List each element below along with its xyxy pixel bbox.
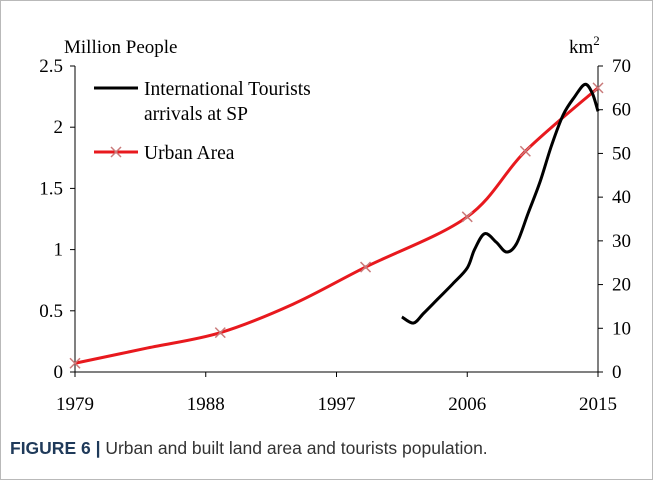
y-right-tick-label: 60: [612, 100, 631, 121]
figure-caption: FIGURE 6 | Urban and built land area and…: [10, 438, 488, 459]
y-right-tick-label: 10: [612, 318, 631, 339]
x-tick-label: 1997: [318, 394, 356, 415]
legend-label-tourists-line2: arrivals at SP: [144, 104, 248, 125]
caption-text: Urban and built land area and tourists p…: [100, 438, 488, 458]
y-right-tick-label: 50: [612, 143, 631, 164]
urban-area-marker: [592, 82, 604, 94]
legend: International Tourists arrivals at SP Ur…: [94, 79, 311, 164]
chart: Million People km2 0 0.5 1 1.5 2 2.5 0 10 20 30 4…: [39, 33, 631, 415]
y-left-tick-label: 2.5: [39, 56, 63, 77]
y-right-tick-label: 70: [612, 56, 631, 77]
x-tick-label: 2006: [448, 394, 486, 415]
x-ticks: 1979 1988 1997 2006 2015: [56, 372, 617, 415]
legend-marker-urban: [110, 146, 122, 158]
y-right-tick-label: 20: [612, 275, 631, 296]
y-left-tick-label: 1.5: [39, 178, 63, 199]
x-tick-label: 1988: [187, 394, 225, 415]
y-left-tick-label: 0.5: [39, 301, 63, 322]
urban-area-marker: [461, 211, 473, 223]
y-right-tick-label: 30: [612, 231, 631, 252]
y-right-ticks: 0 10 20 30 40 50 60 70: [598, 56, 631, 383]
y-left-tick-label: 2: [54, 117, 64, 138]
series-layer: [69, 82, 604, 369]
y-right-tick-label: 40: [612, 187, 631, 208]
y-right-axis-title: km2: [569, 33, 600, 58]
y-left-tick-label: 1: [54, 240, 64, 261]
x-tick-label: 2015: [579, 394, 617, 415]
x-tick-label: 1979: [56, 394, 94, 415]
series-line-urban-area: [74, 86, 599, 365]
y-left-ticks: 0 0.5 1 1.5 2 2.5: [39, 56, 75, 383]
series-line-international-tourists: [401, 82, 600, 325]
urban-area-marker: [214, 327, 226, 339]
y-right-tick-label: 0: [612, 362, 622, 383]
legend-label-urban: Urban Area: [144, 143, 235, 164]
urban-area-marker: [360, 261, 372, 273]
y-left-axis-title: Million People: [64, 37, 177, 58]
legend-label-tourists-line1: International Tourists: [144, 79, 311, 100]
urban-area-marker: [69, 357, 81, 369]
caption-label: FIGURE 6 |: [10, 438, 101, 458]
y-left-tick-label: 0: [54, 362, 64, 383]
urban-area-marker: [519, 145, 531, 157]
